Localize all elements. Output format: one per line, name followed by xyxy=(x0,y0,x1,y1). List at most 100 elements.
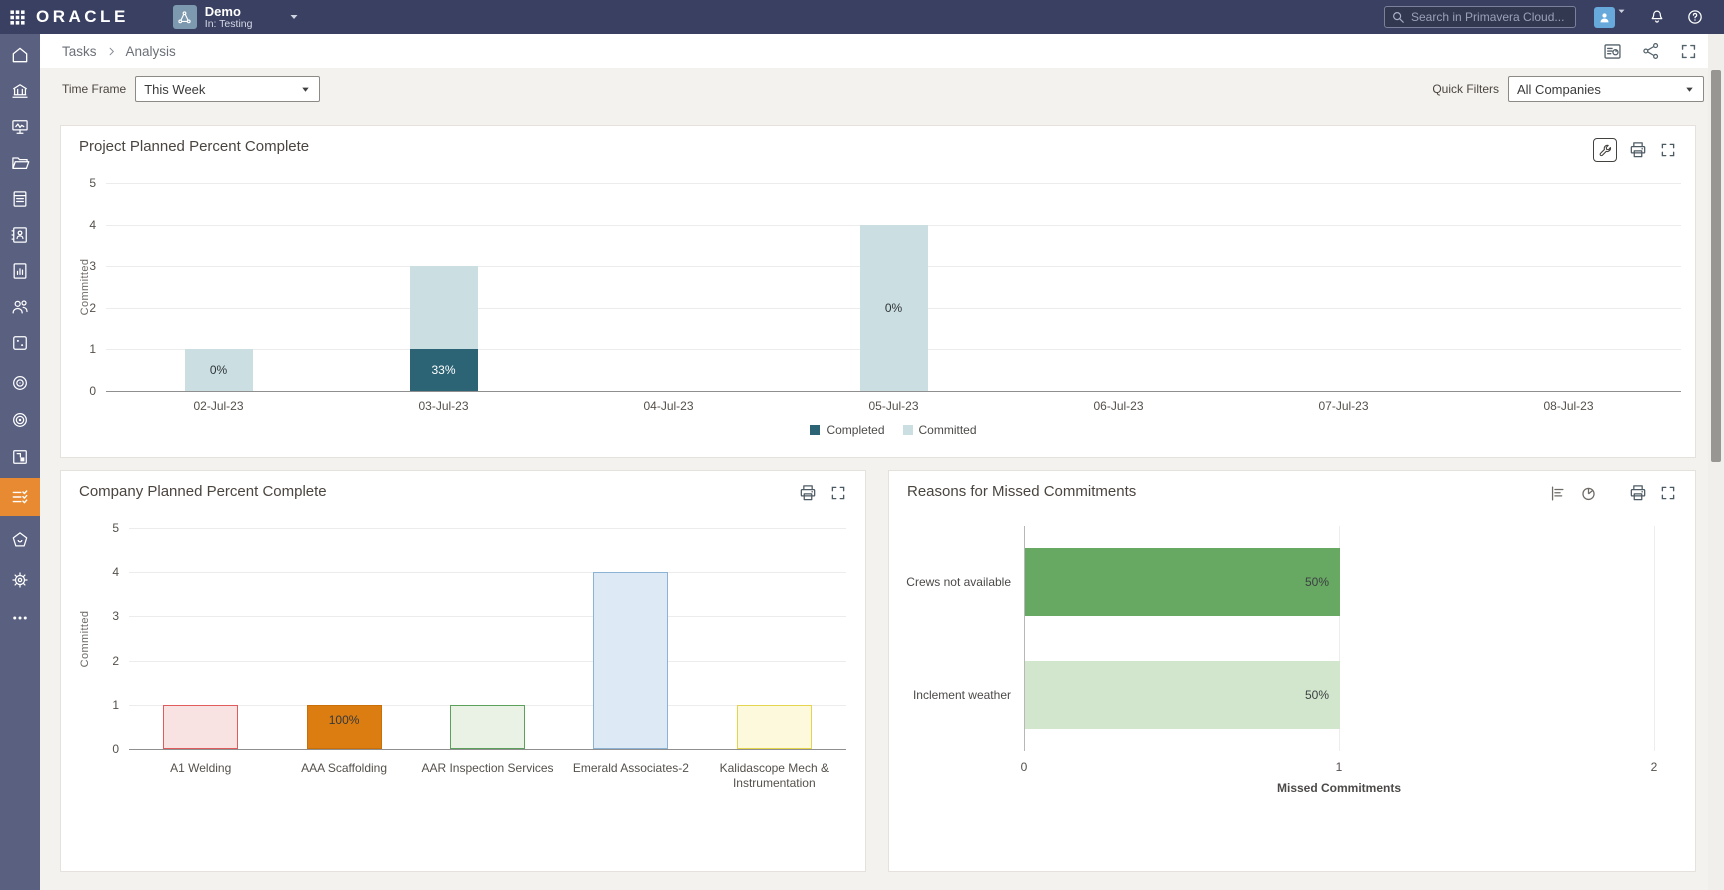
bar-chart-view-button[interactable] xyxy=(1549,484,1568,503)
y-tick-label: 5 xyxy=(89,176,96,190)
quick-filters-label: Quick Filters xyxy=(1432,82,1499,96)
legend-item: Completed xyxy=(810,423,885,437)
avatar xyxy=(1594,6,1615,28)
stamp-icon xyxy=(12,532,28,547)
gridline xyxy=(106,391,1681,392)
y-tick-label: 1 xyxy=(112,697,119,712)
manage-dashboard-button[interactable] xyxy=(1602,41,1623,62)
search-input[interactable] xyxy=(1384,6,1576,28)
print-button[interactable] xyxy=(798,483,818,503)
y-tick-label: 0 xyxy=(112,742,119,756)
fullscreen-icon xyxy=(1661,486,1675,500)
quick-filters-select[interactable]: All Companies xyxy=(1508,76,1704,102)
y-tick-label: 1 xyxy=(89,342,96,357)
committed-bar[interactable] xyxy=(184,349,253,391)
printer-icon xyxy=(800,485,816,501)
x-tick-label: 07-Jul-23 xyxy=(1318,399,1369,413)
sidebar-item-apps[interactable] xyxy=(0,521,40,559)
project-switcher[interactable]: Demo In: Testing xyxy=(172,4,301,30)
breadcrumb-tasks[interactable]: Tasks xyxy=(62,43,97,59)
scrollbar-thumb[interactable] xyxy=(1711,70,1721,462)
sidebar-item-presentation[interactable] xyxy=(0,108,40,146)
project-context: In: Testing xyxy=(204,17,253,30)
target-icon xyxy=(13,413,27,427)
print-button[interactable] xyxy=(1628,483,1648,503)
workflow-icon xyxy=(13,450,27,464)
committed-bar[interactable] xyxy=(859,224,928,391)
expand-button[interactable] xyxy=(1659,141,1677,159)
time-frame-label: Time Frame xyxy=(62,82,127,96)
legend-swatch xyxy=(902,425,913,435)
time-frame-value: This Week xyxy=(144,81,206,97)
committed-bar[interactable] xyxy=(409,266,478,350)
project-tile-icon xyxy=(172,5,197,29)
presentation-chart-icon xyxy=(12,120,28,134)
bell-icon xyxy=(1651,10,1663,23)
x-tick-label: 06-Jul-23 xyxy=(1093,399,1144,413)
document-icon xyxy=(13,191,27,207)
gridline xyxy=(129,528,846,529)
help-button[interactable] xyxy=(1686,8,1704,26)
company-bar[interactable] xyxy=(593,572,669,749)
fullscreen-icon xyxy=(1681,44,1696,58)
sidebar-item-more[interactable] xyxy=(0,599,40,637)
chevron-down-icon xyxy=(1618,9,1625,13)
topbar: ORACLE Demo In: Testing xyxy=(0,0,1724,34)
search-icon xyxy=(1393,12,1404,23)
oracle-logo: ORACLE xyxy=(36,7,129,26)
y-tick-label: 3 xyxy=(112,609,119,624)
sidebar-item-contacts[interactable] xyxy=(0,216,40,254)
y-tick-label: 5 xyxy=(112,521,119,535)
gridline xyxy=(1339,526,1340,751)
pie-chart-view-button[interactable] xyxy=(1579,484,1598,503)
time-frame-select[interactable]: This Week xyxy=(135,76,321,102)
app-launcher-button[interactable] xyxy=(9,9,26,26)
sidebar-item-radar[interactable] xyxy=(0,364,40,402)
sidebar-item-resources[interactable] xyxy=(0,288,40,326)
bar-label: 100% xyxy=(328,712,360,727)
company-chart-plot: Committed 0 1 2 3 4 5 A1 Welding 100% AAA Scaffol… xyxy=(61,471,865,871)
x-tick-label: 03-Jul-23 xyxy=(418,399,469,413)
sidebar-item-tasks[interactable] xyxy=(0,478,40,516)
configure-button[interactable] xyxy=(1593,138,1617,162)
sidebar-item-settings[interactable] xyxy=(0,561,40,599)
sidebar-item-document[interactable] xyxy=(0,180,40,218)
breadcrumb-analysis: Analysis xyxy=(125,43,176,59)
reason-bar[interactable] xyxy=(1025,548,1340,617)
reason-bar[interactable] xyxy=(1025,660,1340,729)
user-menu[interactable] xyxy=(1594,6,1626,28)
gridline xyxy=(106,183,1681,184)
sidebar-item-risk[interactable] xyxy=(0,324,40,362)
global-search xyxy=(1384,6,1576,28)
sidebar-item-folder[interactable] xyxy=(0,144,40,182)
sidebar-item-workflow[interactable] xyxy=(0,438,40,476)
sidebar-item-target[interactable] xyxy=(0,401,40,439)
bar-label: 0% xyxy=(209,363,228,378)
notifications-button[interactable] xyxy=(1648,8,1666,26)
company-bar[interactable] xyxy=(450,704,525,749)
quick-filters-value: All Companies xyxy=(1517,81,1601,97)
folder-icon xyxy=(12,157,30,170)
company-bar[interactable] xyxy=(306,704,382,749)
help-icon xyxy=(1688,10,1702,24)
checklist-icon xyxy=(12,490,28,504)
share-icon xyxy=(1643,43,1659,59)
sidebar-item-home[interactable] xyxy=(0,36,40,74)
x-tick-label: 0 xyxy=(1020,760,1028,774)
x-tick-label: 05-Jul-23 xyxy=(868,399,919,413)
gridline xyxy=(129,616,846,618)
completed-bar[interactable] xyxy=(409,349,478,391)
chart-title: Reasons for Missed Commitments xyxy=(907,483,1137,500)
expand-button[interactable] xyxy=(829,484,847,502)
sidebar-item-reports[interactable] xyxy=(0,252,40,290)
chart-legend: Completed Committed xyxy=(106,423,1681,437)
sidebar-item-bank[interactable] xyxy=(0,72,40,110)
page-scrollbar[interactable] xyxy=(1708,34,1724,890)
fullscreen-button[interactable] xyxy=(1679,42,1698,61)
share-button[interactable] xyxy=(1641,41,1661,61)
chevron-right-icon xyxy=(109,47,114,55)
company-bar[interactable] xyxy=(736,704,812,749)
company-bar[interactable] xyxy=(163,704,239,749)
expand-button[interactable] xyxy=(1659,484,1677,502)
print-button[interactable] xyxy=(1628,140,1648,160)
